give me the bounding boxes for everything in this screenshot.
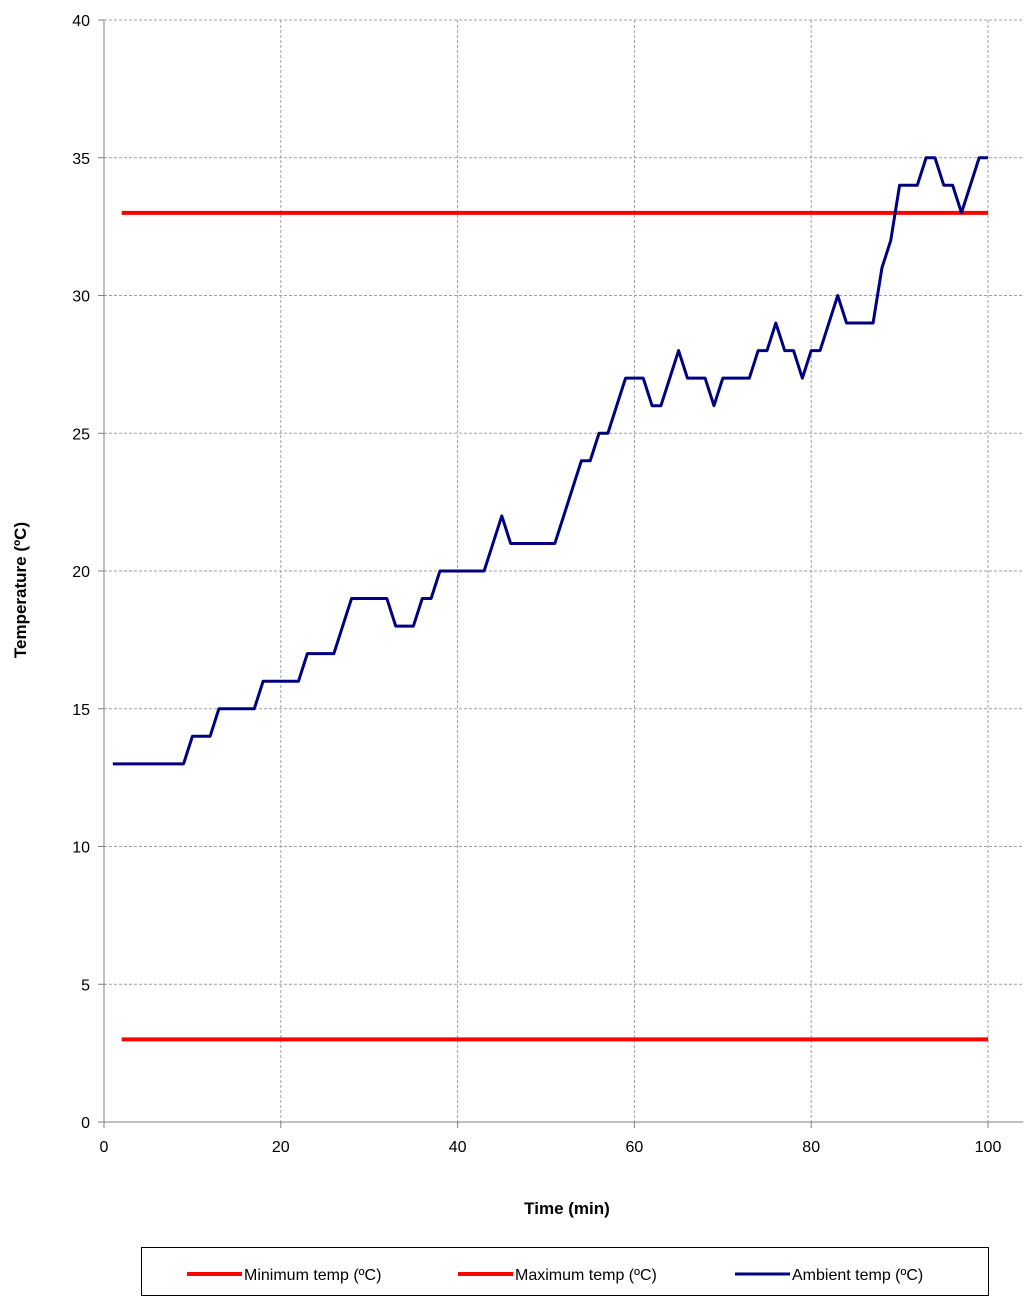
legend-label: Maximum temp (ºC) xyxy=(515,1267,657,1284)
y-axis-title: Temperature (ºC) xyxy=(11,522,30,658)
x-tick-label: 60 xyxy=(626,1139,644,1156)
x-axis-title: Time (min) xyxy=(524,1199,610,1218)
x-tick-label: 100 xyxy=(975,1139,1002,1156)
y-tick-label: 20 xyxy=(72,564,90,581)
y-tick-label: 40 xyxy=(72,13,90,30)
y-tick-label: 15 xyxy=(72,702,90,719)
data-line xyxy=(112,156,988,766)
x-tick-label: 80 xyxy=(802,1139,820,1156)
legend-label: Ambient temp (ºC) xyxy=(792,1267,923,1284)
y-tick-label: 5 xyxy=(81,977,90,994)
y-tick-label: 30 xyxy=(72,289,90,306)
y-tick-label: 10 xyxy=(72,840,90,857)
y-tick-label: 35 xyxy=(72,151,90,168)
legend-label: Minimum temp (ºC) xyxy=(244,1267,381,1284)
x-tick-label: 40 xyxy=(449,1139,467,1156)
x-tick-label: 0 xyxy=(100,1139,109,1156)
y-tick-label: 0 xyxy=(81,1115,90,1132)
legend-box xyxy=(141,1247,989,1296)
y-tick-label: 25 xyxy=(72,426,90,443)
x-tick-label: 20 xyxy=(272,1139,290,1156)
